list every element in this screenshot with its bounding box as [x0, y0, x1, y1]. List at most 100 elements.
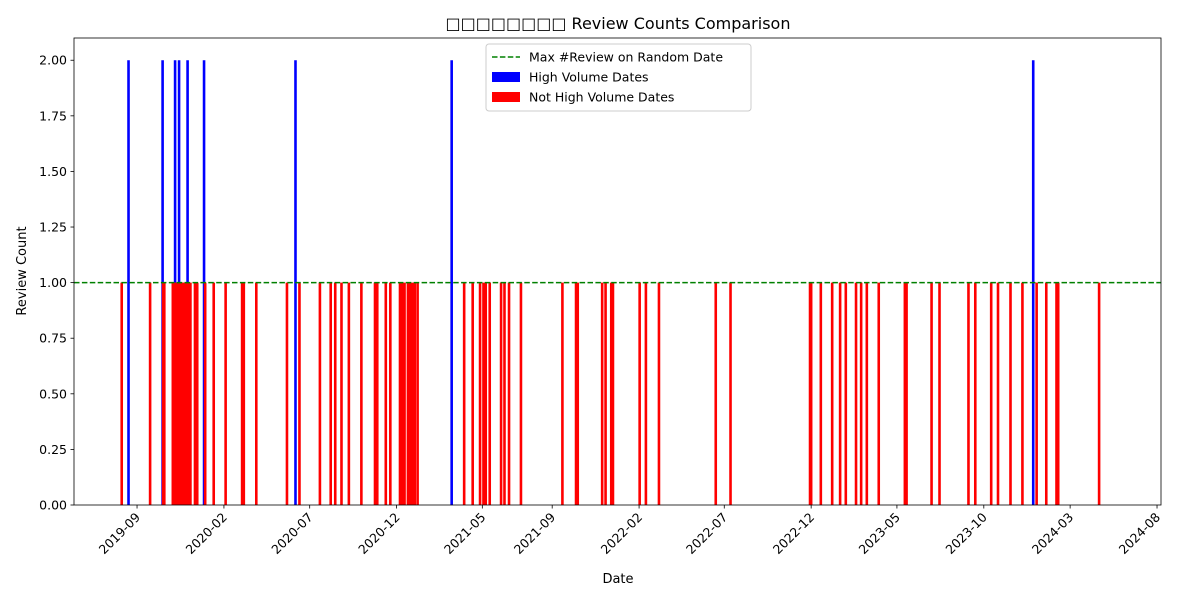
bar-not-high-73 — [844, 282, 848, 505]
bar-not-high-5 — [172, 282, 176, 505]
bar-not-high-43 — [411, 282, 414, 505]
bar-not-high-32 — [347, 282, 351, 505]
legend-swatch-high-volume — [492, 72, 520, 82]
x-tick-label: 2024-08 — [1116, 509, 1164, 557]
x-tick-label: 2022-07 — [683, 510, 731, 558]
plot-frame — [73, 37, 1162, 506]
bars-group — [120, 60, 1101, 506]
bar-not-high-39 — [400, 282, 404, 505]
bar-not-high-49 — [482, 282, 485, 505]
bar-not-high-21 — [212, 282, 216, 505]
bar-not-high-23 — [240, 282, 244, 505]
bar-not-high-69 — [809, 282, 813, 505]
y-tick-label: 1.75 — [39, 108, 67, 123]
x-tick-label: 2020-02 — [183, 510, 231, 558]
bar-not-high-45 — [416, 282, 419, 505]
bar-not-high-79 — [905, 282, 908, 505]
bar-not-high-53 — [503, 282, 506, 505]
bar-not-high-64 — [644, 282, 648, 505]
bar-not-high-18 — [193, 282, 197, 505]
bar-not-high-65 — [657, 282, 661, 505]
x-tick-label: 2021-05 — [441, 510, 489, 558]
legend-swatch-not-high-volume — [492, 92, 520, 102]
legend-box — [485, 43, 752, 112]
bar-not-high-38 — [398, 282, 402, 505]
bar-not-high-22 — [224, 282, 227, 505]
bar-not-high-57 — [574, 282, 578, 505]
bar-not-high-89 — [1044, 282, 1048, 505]
bar-not-high-72 — [838, 282, 842, 505]
bar-not-high-19 — [195, 282, 199, 505]
bar-not-high-17 — [189, 282, 192, 505]
bar-not-high-80 — [930, 282, 933, 505]
bar-not-high-47 — [471, 282, 474, 505]
bar-not-high-70 — [819, 282, 823, 505]
bar-not-high-88 — [1035, 282, 1038, 505]
x-tick-label: 2020-12 — [355, 510, 403, 558]
bar-not-high-3 — [163, 282, 166, 505]
bar-not-high-52 — [499, 282, 503, 505]
x-axis-label: Date — [602, 572, 633, 587]
x-tick-label: 2019-09 — [96, 509, 144, 557]
y-tick-label: 1.50 — [39, 164, 67, 179]
bar-not-high-33 — [360, 282, 363, 505]
x-tick-label: 2022-12 — [770, 510, 818, 558]
bar-high-0 — [127, 60, 130, 506]
bar-not-high-26 — [285, 282, 289, 505]
x-tick-label: 2022-02 — [598, 510, 646, 558]
y-tick-label: 1.25 — [39, 220, 67, 235]
bar-not-high-0 — [120, 282, 124, 505]
bar-not-high-28 — [318, 282, 322, 505]
bar-not-high-67 — [729, 282, 732, 505]
bar-not-high-78 — [903, 282, 907, 505]
bar-not-high-8 — [176, 282, 180, 505]
y-tick-label: 0.50 — [39, 386, 67, 401]
bar-not-high-55 — [519, 282, 523, 505]
bar-not-high-37 — [389, 282, 392, 505]
bar-not-high-20 — [203, 282, 207, 505]
bar-not-high-66 — [714, 282, 718, 505]
bar-not-high-27 — [298, 282, 301, 505]
bar-not-high-35 — [375, 282, 379, 505]
bar-not-high-30 — [333, 282, 337, 505]
bar-not-high-29 — [329, 282, 332, 505]
legend-label: Not High Volume Dates — [529, 90, 674, 105]
bar-not-high-41 — [406, 282, 410, 505]
bar-not-high-58 — [576, 282, 580, 505]
bar-not-high-60 — [604, 282, 607, 505]
x-tick-label: 2023-05 — [855, 510, 903, 558]
bar-not-high-48 — [478, 282, 482, 505]
bar-not-high-61 — [609, 282, 613, 505]
bar-not-high-91 — [1056, 282, 1060, 505]
x-tick-label: 2021-09 — [511, 509, 559, 557]
bar-not-high-77 — [877, 282, 881, 505]
legend: Max #Review on Random Date High Volume Da… — [485, 43, 752, 112]
y-axis-label: Review Count — [15, 226, 30, 315]
bar-not-high-82 — [967, 282, 970, 505]
bar-not-high-1 — [148, 282, 152, 505]
bar-not-high-85 — [996, 282, 1000, 505]
chart-title: □□□□□□□□ Review Counts Comparison — [446, 14, 791, 33]
bar-not-high-36 — [384, 282, 388, 505]
bar-not-high-34 — [373, 282, 377, 505]
bar-not-high-83 — [973, 282, 977, 505]
bar-not-high-90 — [1055, 282, 1058, 505]
bar-not-high-86 — [1009, 282, 1012, 505]
bar-not-high-84 — [989, 282, 993, 505]
bar-not-high-62 — [611, 282, 615, 505]
bar-high-7 — [450, 60, 453, 506]
legend-label: Max #Review on Random Date — [529, 50, 723, 65]
bar-not-high-81 — [938, 282, 941, 505]
legend-label: High Volume Dates — [529, 70, 649, 85]
bar-not-high-92 — [1097, 282, 1101, 505]
bar-not-high-44 — [413, 282, 417, 505]
bar-not-high-31 — [340, 282, 343, 505]
bar-not-high-74 — [854, 282, 858, 505]
bar-not-high-46 — [462, 282, 466, 505]
bar-not-high-42 — [408, 282, 412, 505]
x-tick-label: 2024-03 — [1029, 510, 1077, 558]
bar-not-high-75 — [859, 282, 863, 505]
bar-not-high-71 — [830, 282, 834, 505]
